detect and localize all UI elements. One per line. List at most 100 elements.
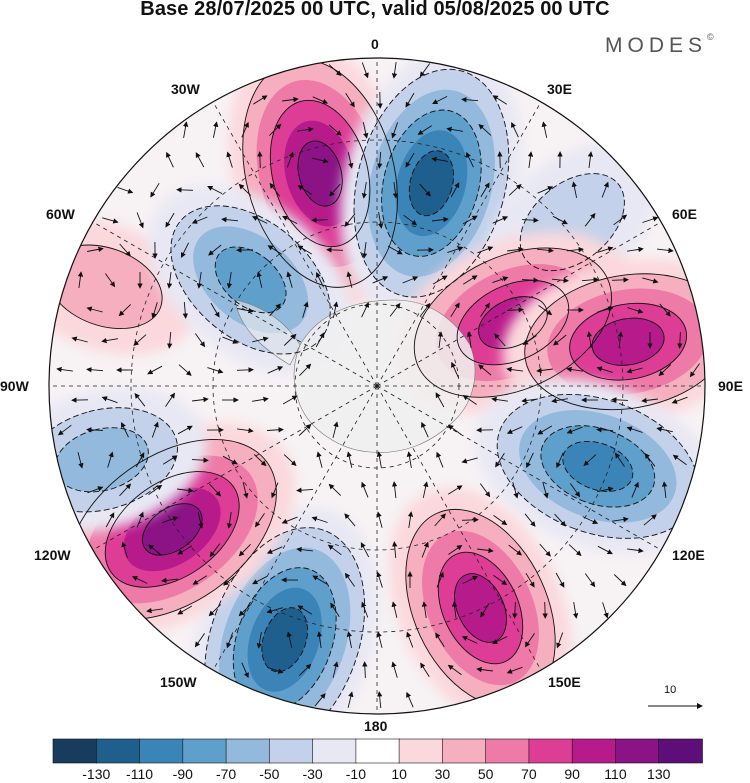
wind-vector [596,427,614,433]
wind-vector [344,513,356,527]
wind-vector [537,186,554,194]
wind-vector [448,544,463,555]
wind-vector [568,544,582,557]
colorbar-swatch [485,738,530,764]
wind-vector [506,366,523,373]
wind-vector [602,602,609,619]
wind-vector [361,242,368,259]
modes-logo: MODES© [605,32,714,58]
wind-vector [328,124,342,136]
wind-vector [661,481,668,498]
meridian-line [376,385,662,551]
wind-vector [521,217,539,223]
wind-vector [256,632,263,649]
wind-vector [642,277,659,284]
colorbar-tick-label: 90 [564,766,580,782]
wind-vector [597,246,614,253]
wind-vector [212,121,219,138]
wind-vector [597,545,613,555]
graticule [49,58,705,714]
wind-vector [226,632,234,649]
wind-vector [432,95,448,105]
wind-vector [209,483,222,497]
colorbar-tick-label: 110 [604,766,627,782]
wind-vector [542,482,549,499]
wind-vector [87,486,104,494]
colorbar-tick-label: -70 [215,766,237,782]
contour-line [408,150,454,217]
wind-vector [241,121,249,138]
wind-vector [256,271,263,288]
meridian-line [376,221,662,387]
wind-vector [147,365,163,375]
wind-vector [656,426,673,433]
wind-vector [526,452,534,469]
contour-line [261,607,308,673]
wind-vector [641,397,658,404]
wind-vector [421,421,429,438]
contour-group [353,68,510,298]
wind-vector [299,363,312,377]
wind-vector [422,481,429,498]
wind-vector [251,216,268,224]
wind-vector [432,275,448,285]
wind-vector [387,245,403,255]
wind-vector [492,276,509,284]
colorbar-swatch [96,738,141,764]
wind-vector [584,573,596,588]
wind-vector [555,572,565,588]
wind-vector [508,183,522,196]
wind-vector [269,303,282,317]
wind-vector [346,631,352,648]
contour-line [49,407,178,513]
colorbar-tick-label: 70 [521,766,537,782]
wind-vector [207,367,224,374]
wind-vector [507,246,524,253]
wind-vector [86,427,104,433]
wind-vector [554,513,567,527]
wind-vector [267,366,284,374]
wind-vector [257,151,263,169]
wind-vector [437,331,444,348]
meridian-line [376,385,542,671]
wind-vector [332,661,339,678]
wind-vector [479,483,491,498]
wind-vector [297,605,313,615]
wind-vector [151,302,158,319]
wind-vector [286,151,294,168]
wind-vector [376,691,383,709]
wind-vector [344,572,355,587]
wind-vector [77,452,84,469]
wind-vector [312,96,329,104]
wind-vector [627,547,644,554]
wind-vector [283,454,297,467]
wind-vector [551,397,568,404]
wind-vector [450,182,460,198]
wind-vector [105,512,115,528]
wind-vector [298,663,312,676]
wind-vector [281,516,298,524]
wind-vector [151,421,159,438]
colorbar-swatch [658,738,703,764]
wind-vector [462,275,478,285]
wind-vector [150,182,160,198]
wind-vector [597,306,614,313]
wind-vector [148,544,162,556]
wind-vector [162,516,179,524]
wind-vector [282,215,298,225]
vector-key-label: 10 [664,684,677,696]
wind-vector [446,126,463,133]
wind-vector [242,482,249,499]
wind-vector [631,481,639,498]
colorbar-tick-label: 30 [434,766,451,782]
wind-vector [491,396,508,403]
wind-vector [86,367,104,373]
wind-vector [566,366,583,373]
wind-vector [392,182,399,199]
wind-vector [238,604,252,617]
wind-vector [298,423,312,436]
wind-vector [582,516,599,524]
wind-vector [521,277,539,283]
wind-vector [182,301,188,319]
wind-vector [461,636,478,644]
